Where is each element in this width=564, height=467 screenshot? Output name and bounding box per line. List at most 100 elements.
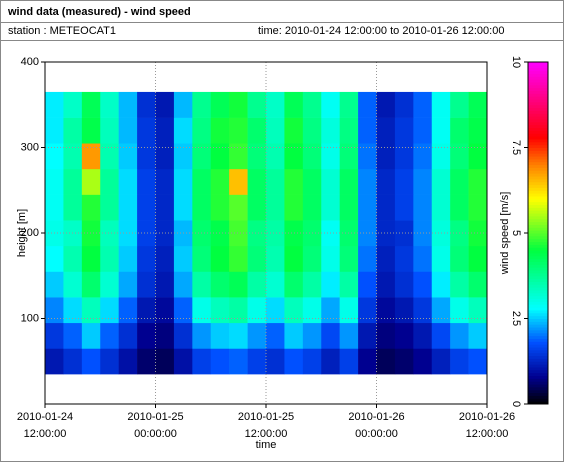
title: wind data (measured) - wind speed xyxy=(7,6,191,18)
colorbar-slice xyxy=(528,341,548,345)
x-tick-label: 12:00:00 xyxy=(245,428,288,440)
colorbar-slice xyxy=(528,315,548,319)
heat-cell xyxy=(229,168,248,195)
heat-cell xyxy=(339,322,359,349)
heat-cell xyxy=(173,117,193,144)
heat-cell xyxy=(173,348,193,375)
heat-cell xyxy=(247,194,267,221)
colorbar-slice xyxy=(528,198,548,203)
heat-cell xyxy=(358,297,377,324)
heat-cell xyxy=(63,322,83,349)
heat-cell xyxy=(100,117,119,144)
colorbar-slice xyxy=(528,84,548,89)
colorbar-slice xyxy=(528,352,548,357)
heat-cell xyxy=(137,348,156,375)
heat-cell xyxy=(450,143,469,170)
colorbar-slice xyxy=(528,218,548,223)
heat-cell xyxy=(431,168,451,195)
heat-cell xyxy=(321,117,340,144)
heat-cell xyxy=(468,143,488,170)
heat-cell xyxy=(376,271,396,298)
heat-cell xyxy=(173,297,193,324)
colorbar-slice xyxy=(528,158,548,163)
colorbar-slice xyxy=(528,87,548,91)
heat-cell xyxy=(413,117,433,144)
x-axis-label: time xyxy=(256,439,277,451)
heat-cell xyxy=(302,348,322,375)
heat-cell xyxy=(229,271,248,298)
heat-cell xyxy=(321,91,340,118)
colorbar-slice xyxy=(528,233,548,237)
x-tick-label: 2010-01-24 xyxy=(17,411,73,423)
heat-cell xyxy=(45,297,64,324)
heat-cell xyxy=(100,297,119,324)
x-tick-label: 12:00:00 xyxy=(24,428,67,440)
heat-cell xyxy=(394,194,414,221)
heat-cell xyxy=(192,91,212,118)
heat-cell xyxy=(358,143,377,170)
heat-cell xyxy=(173,322,193,349)
heat-cell xyxy=(155,348,175,375)
heat-cell xyxy=(431,245,451,272)
heat-cell xyxy=(284,194,304,221)
heat-cell xyxy=(100,271,119,298)
colorbar-slice xyxy=(528,221,548,225)
heat-cell xyxy=(229,245,248,272)
heat-cell xyxy=(192,271,212,298)
colorbar-slice xyxy=(528,127,548,131)
colorbar-slice xyxy=(528,247,548,251)
heat-cell xyxy=(100,220,119,247)
heat-cell xyxy=(210,245,230,272)
heat-cell xyxy=(63,271,83,298)
heat-cell xyxy=(63,91,83,118)
colorbar-slice xyxy=(528,116,548,120)
colorbar-slice xyxy=(528,210,548,214)
colorbar-slice xyxy=(528,187,548,191)
heat-cell xyxy=(394,143,414,170)
colorbar-slice xyxy=(528,130,548,134)
heat-cell xyxy=(229,297,248,324)
colorbar-slice xyxy=(528,73,548,77)
heat-cell xyxy=(302,194,322,221)
heat-cell xyxy=(284,245,304,272)
heat-cell xyxy=(100,245,119,272)
colorbar-slice xyxy=(528,252,548,257)
heat-cell xyxy=(376,322,396,349)
heat-cell xyxy=(376,91,396,118)
heat-cell xyxy=(394,348,414,375)
heat-cell xyxy=(192,117,212,144)
heat-cell xyxy=(413,245,433,272)
heat-cell xyxy=(450,168,469,195)
heat-cell xyxy=(118,168,138,195)
colorbar-slice xyxy=(528,270,548,274)
heat-cell xyxy=(100,143,119,170)
heat-cell xyxy=(192,143,212,170)
heat-cell xyxy=(302,245,322,272)
heat-cell xyxy=(321,143,340,170)
heat-cell xyxy=(431,322,451,349)
heat-cell xyxy=(450,91,469,118)
heat-cell xyxy=(266,322,285,349)
heat-cell xyxy=(155,220,175,247)
heat-cell xyxy=(376,348,396,375)
heat-cell xyxy=(63,194,83,221)
heat-cell xyxy=(376,117,396,144)
heat-cell xyxy=(210,322,230,349)
heat-cell xyxy=(266,117,285,144)
heat-cell xyxy=(376,194,396,221)
heat-cell xyxy=(229,194,248,221)
colorbar-slice xyxy=(528,309,548,314)
colorbar-slice xyxy=(528,161,548,166)
heat-cell xyxy=(137,220,156,247)
heat-cell xyxy=(118,322,138,349)
heat-cell xyxy=(468,168,488,195)
colorbar-slice xyxy=(528,133,548,137)
colorbar-slice xyxy=(528,292,548,297)
heat-cell xyxy=(302,322,322,349)
heat-cell xyxy=(284,143,304,170)
colorbar-slice xyxy=(528,321,548,325)
heat-cell xyxy=(339,348,359,375)
heat-cell xyxy=(247,297,267,324)
heat-cell xyxy=(155,194,175,221)
